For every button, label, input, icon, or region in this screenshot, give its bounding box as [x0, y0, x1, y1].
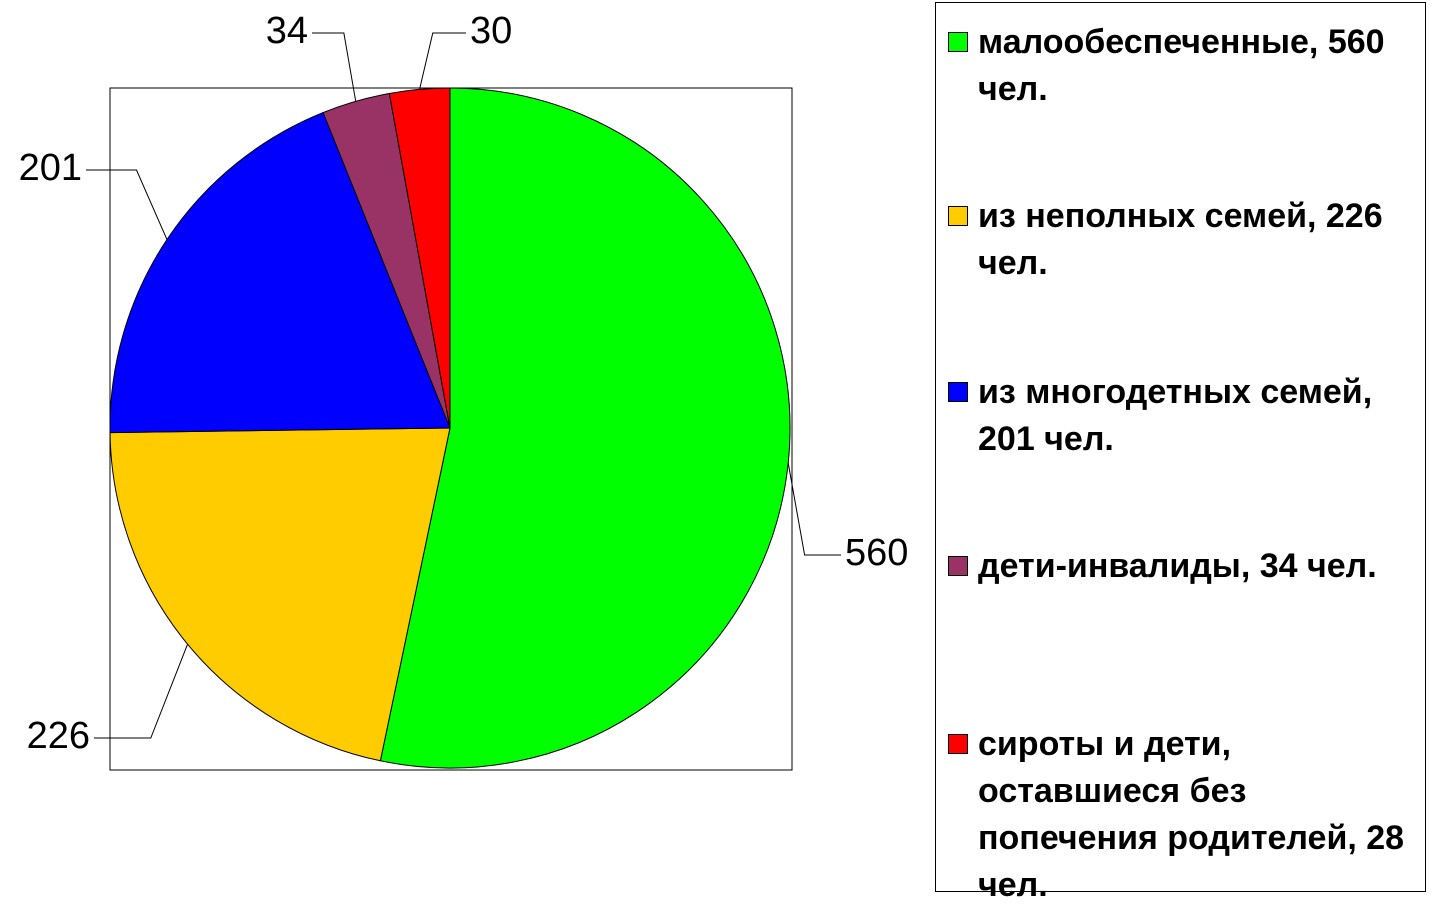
legend-swatch: [948, 734, 968, 754]
data-label: 201: [19, 147, 82, 189]
legend-swatch: [948, 206, 968, 226]
legend-item: из неполных семей, 226 чел.: [944, 193, 1424, 287]
legend-swatch: [948, 382, 968, 402]
leader-line: [94, 643, 189, 739]
legend-label: сироты и дети, оставшиеся без попечения …: [978, 725, 1405, 904]
data-label: 560: [845, 532, 908, 574]
legend-item: малообеспеченные, 560 чел.: [944, 19, 1424, 113]
legend-label: из многодетных семей, 201 чел.: [978, 373, 1373, 458]
data-label: 34: [266, 10, 308, 52]
leader-line: [312, 32, 357, 102]
legend-item: сироты и дети, оставшиеся без попечения …: [944, 721, 1424, 909]
legend: малообеспеченные, 560 чел. из неполных се…: [935, 2, 1426, 904]
pie-slice: [379, 87, 791, 769]
legend-swatch: [948, 32, 968, 52]
data-label: 226: [27, 715, 90, 757]
legend-label: дети-инвалиды, 34 чел.: [978, 547, 1377, 585]
leader-line: [787, 462, 841, 556]
legend-swatch: [948, 556, 968, 576]
legend-item: дети-инвалиды, 34 чел.: [944, 543, 1424, 590]
leader-line: [419, 32, 466, 90]
legend-label: из неполных семей, 226 чел.: [978, 197, 1383, 282]
pie-slice: [109, 427, 451, 762]
leader-line: [86, 169, 168, 240]
pie-slice: [109, 111, 451, 434]
chart: 560 226 201 34 30: [19, 10, 908, 771]
legend-item: из многодетных семей, 201 чел.: [944, 369, 1424, 463]
data-label: 30: [470, 10, 512, 52]
legend-label: малообеспеченные, 560 чел.: [978, 23, 1385, 108]
